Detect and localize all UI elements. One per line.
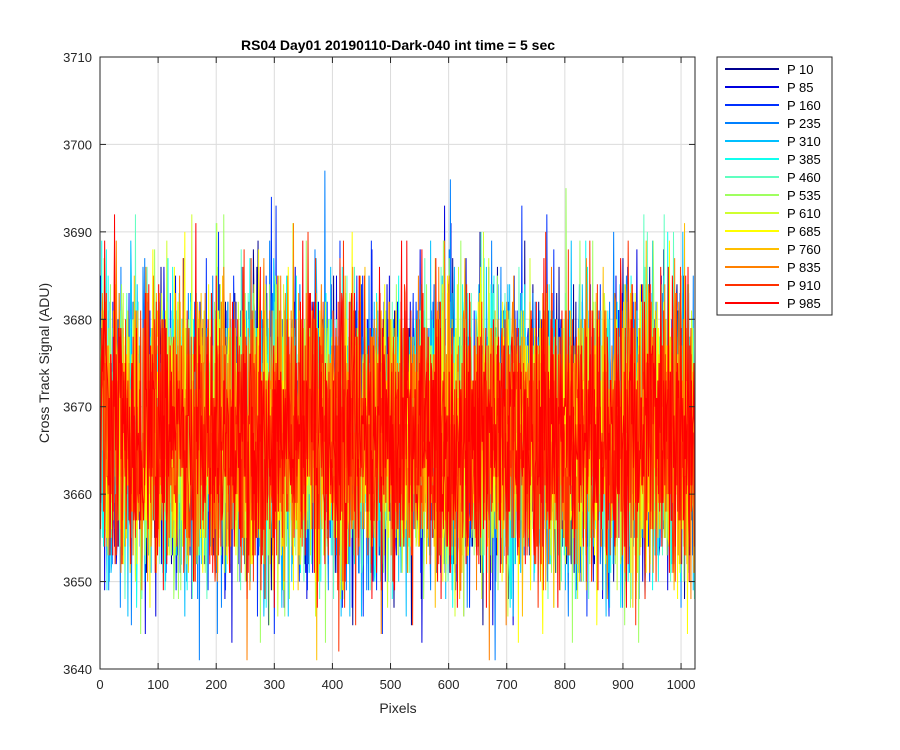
x-tick-label: 400: [322, 677, 344, 692]
legend-entry: P 610: [787, 206, 821, 221]
x-tick-label: 600: [438, 677, 460, 692]
x-tick-label: 100: [147, 677, 169, 692]
legend-entry: P 985: [787, 296, 821, 311]
legend-entry: P 10: [787, 62, 814, 77]
y-tick-label: 3670: [63, 400, 92, 415]
legend-box: [716, 56, 833, 316]
series-line-p985: [99, 214, 695, 608]
legend-entry: P 535: [787, 188, 821, 203]
x-tick-label: 800: [554, 677, 576, 692]
legend-entry: P 460: [787, 170, 821, 185]
legend-entry: P 85: [787, 80, 814, 95]
legend-entry: P 835: [787, 260, 821, 275]
y-tick-label: 3660: [63, 487, 92, 502]
y-tick-label: 3650: [63, 575, 92, 590]
x-tick-label: 1000: [667, 677, 696, 692]
legend: P 10 P 85 P 160 P 235 P 310 P 385 P 460 P 535 P …: [716, 56, 833, 316]
x-tick-label: 200: [205, 677, 227, 692]
legend-entry: P 910: [787, 278, 821, 293]
y-tick-label: 3640: [63, 662, 92, 677]
axis-ticks: 0 100 200 300 400 500 600 700 800 900 1000 3640 3650…: [63, 50, 695, 692]
legend-entry: P 160: [787, 98, 821, 113]
legend-entry: P 310: [787, 134, 821, 149]
y-tick-label: 3680: [63, 312, 92, 327]
x-tick-label: 300: [263, 677, 285, 692]
x-tick-label: 500: [380, 677, 402, 692]
legend-entry: P 235: [787, 116, 821, 131]
plot-frame: [99, 56, 696, 670]
chart-title: RS04 Day01 20190110-Dark-040 int time = …: [241, 37, 555, 53]
x-tick-label: 700: [496, 677, 518, 692]
legend-entry: P 760: [787, 242, 821, 257]
y-tick-label: 3700: [63, 137, 92, 152]
x-tick-label: 0: [96, 677, 103, 692]
series-layer: [99, 170, 695, 661]
x-tick-label: 900: [612, 677, 634, 692]
y-tick-label: 3690: [63, 225, 92, 240]
x-axis-label: Pixels: [379, 700, 416, 716]
y-tick-label: 3710: [63, 50, 92, 65]
legend-entry: P 385: [787, 152, 821, 167]
legend-entry: P 685: [787, 224, 821, 239]
y-axis-label: Cross Track Signal (ADU): [36, 283, 52, 443]
